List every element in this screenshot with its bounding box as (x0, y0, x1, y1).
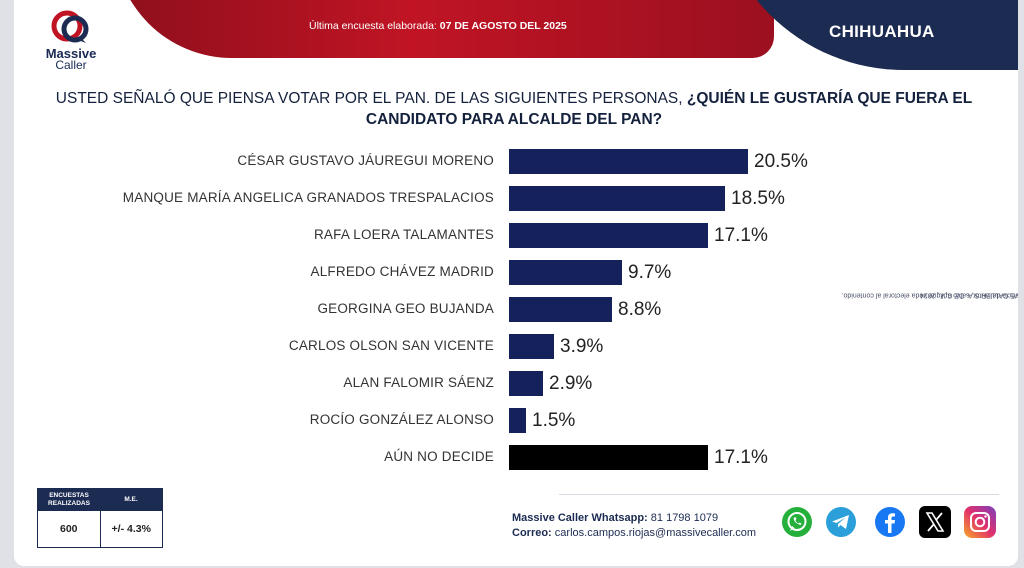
bar-label: ALFREDO CHÁVEZ MADRID (310, 264, 494, 279)
whatsapp-label: Massive Caller Whatsapp: (512, 512, 648, 524)
x-icon[interactable] (919, 506, 951, 538)
whatsapp-number[interactable]: 81 1798 1079 (650, 512, 719, 524)
bar-undecided (509, 445, 708, 470)
header-red-band (114, 0, 774, 58)
logo-line1: Massive (45, 46, 97, 61)
logo-icon (50, 10, 92, 46)
bar-value-label: 18.5% (731, 188, 785, 209)
last-poll-text: Última encuesta elaborada: 07 DE AGOSTO … (309, 20, 567, 32)
bar-label: MANQUE MARÍA ANGELICA GRANADOS TRESPALAC… (122, 190, 494, 205)
footer-divider (559, 494, 999, 495)
bar (509, 334, 554, 359)
bar (509, 186, 725, 211)
bar-value-label: 17.1% (714, 447, 768, 468)
state-name: CHIHUAHUA (829, 22, 935, 41)
bar-value-label: 3.9% (560, 336, 604, 357)
bar-value-label: 9.7% (628, 262, 672, 283)
bar-label: ROCÍO GONZÁLEZ ALONSO (309, 412, 494, 427)
stats-table: ENCUESTAS REALIZADAS M.E. 600 +/- 4.3% (37, 488, 163, 548)
bar-value-label: 20.5% (754, 151, 808, 172)
massive-caller-logo: Massive Caller (36, 10, 106, 71)
whatsapp-icon[interactable] (781, 506, 813, 538)
stats-header-surveys: ENCUESTAS REALIZADAS (48, 492, 90, 507)
poll-card: Última encuesta elaborada: 07 DE AGOSTO … (14, 0, 1018, 566)
bar (509, 260, 622, 285)
question-part1: USTED SEÑALÓ QUE PIENSA VOTAR POR EL PAN… (55, 90, 687, 107)
bar-label: RAFA LOERA TALAMANTES (313, 227, 494, 242)
copyright-line2: Se autoriza la reproducción al hacer ref… (841, 291, 1018, 299)
bar (509, 223, 708, 248)
question-part2: ¿QUIÉN LE GUSTARÍA QUE FUERA EL CANDIDAT… (365, 90, 973, 128)
bar-label: AÚN NO DECIDE (384, 449, 494, 464)
bar-value-label: 17.1% (714, 225, 768, 246)
stats-surveys-value: 600 (38, 511, 101, 547)
bar-label: CÉSAR GUSTAVO JÁUREGUI MORENO (237, 153, 494, 168)
bar-label: ALAN FALOMIR SÁENZ (343, 375, 494, 390)
telegram-icon[interactable] (825, 506, 857, 538)
question-title: USTED SEÑALÓ QUE PIENSA VOTAR POR EL PAN… (54, 88, 974, 130)
bar (509, 371, 543, 396)
last-poll-prefix: Última encuesta elaborada: (309, 20, 440, 32)
bar-value-label: 1.5% (532, 410, 576, 431)
bar (509, 149, 748, 174)
last-poll-date: 07 DE AGOSTO DEL 2025 (439, 20, 567, 32)
email-address[interactable]: carlos.campos.riojas@massivecaller.com (554, 527, 757, 539)
bar-label: CARLOS OLSON SAN VICENTE (288, 338, 494, 353)
logo-line2: Caller (55, 58, 87, 72)
bar-value-label: 2.9% (549, 373, 593, 394)
copyright-note: D.R. (C) MASSIVE CALLER S.A. DE C.V., 20… (841, 120, 1018, 470)
bar (509, 297, 612, 322)
bar-label: GEORGINA GEO BUJANDA (317, 301, 494, 316)
contact-info: Massive Caller Whatsapp: 81 1798 1079 Co… (512, 511, 756, 541)
email-label: Correo: (512, 527, 552, 539)
stats-header-margin: M.E. (124, 496, 138, 503)
bar (509, 408, 526, 433)
instagram-icon[interactable] (964, 506, 996, 538)
stats-margin-value: +/- 4.3% (111, 523, 151, 535)
bar-value-label: 8.8% (618, 299, 662, 320)
facebook-icon[interactable] (874, 506, 906, 538)
